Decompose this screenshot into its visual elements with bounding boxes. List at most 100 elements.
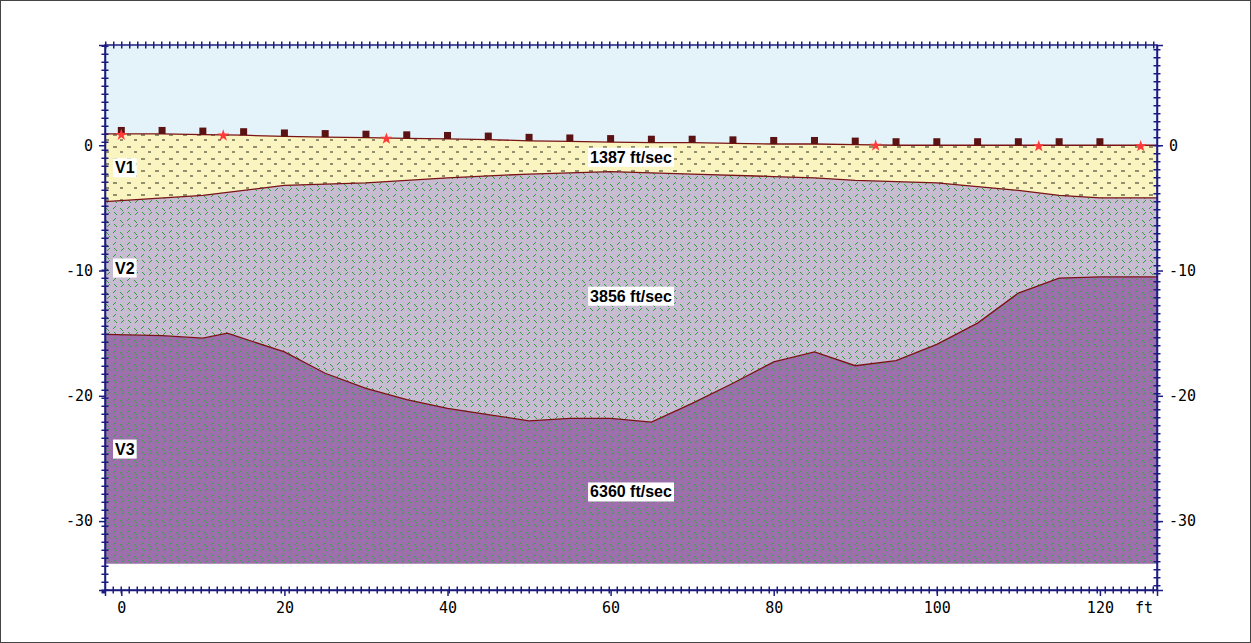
shot [870, 139, 882, 150]
tick: 0 [117, 590, 126, 617]
layer-name: V3 [115, 441, 135, 458]
geophone [526, 134, 533, 141]
axis-line [1158, 46, 1164, 591]
geophone [648, 136, 655, 143]
geophone [403, 131, 410, 138]
y-axis-left: -30 -20 -10 0 [66, 46, 106, 591]
chart-container: 0 20 40 60 80 100 120 -30 -20 -10 0 -30 -20 -10 0 ft V1 1… [0, 0, 1251, 643]
tick-label: -30 [1169, 512, 1196, 530]
geophone [852, 138, 859, 145]
tick-label: -10 [66, 262, 93, 280]
tick-mark [99, 145, 105, 147]
tick-label: -20 [66, 387, 93, 405]
geophone [689, 136, 696, 143]
tick: 120 [1087, 590, 1114, 617]
layer-fill [105, 277, 1157, 564]
geophone [729, 136, 736, 143]
geophone [240, 128, 247, 135]
tick-label: -10 [1169, 262, 1196, 280]
velocity-label: 1387 ft/sec [590, 149, 672, 166]
geophone [444, 132, 451, 139]
geophone [199, 128, 206, 135]
geophone [566, 134, 573, 141]
layer-name-group: V1 [113, 158, 137, 177]
figure-border [1, 1, 1251, 643]
tick-mark [937, 590, 939, 596]
shot [1033, 140, 1045, 151]
layer-name-bg [113, 158, 137, 177]
tick: -10 [1157, 262, 1196, 280]
tick-mark [1100, 590, 1102, 596]
tick: 80 [765, 590, 783, 617]
tick: 0 [84, 137, 105, 155]
labels: V1 1387 ft/sec V2 3856 ft/sec V3 6360 ft/sec [113, 148, 674, 502]
geophone [607, 135, 614, 142]
tick-label: 100 [924, 599, 951, 617]
geophone [1056, 138, 1063, 145]
geophone [933, 138, 940, 145]
tick-label: 0 [84, 137, 93, 155]
tick: -20 [1157, 387, 1196, 405]
geophone [974, 138, 981, 145]
tick-mark [99, 521, 105, 523]
tick: -10 [66, 262, 105, 280]
shot [115, 129, 127, 140]
tick-mark [610, 590, 612, 596]
tick-label: -20 [1169, 387, 1196, 405]
tick: 20 [276, 590, 294, 617]
shot [1135, 140, 1147, 151]
tick-mark [284, 590, 286, 596]
sky [105, 45, 1157, 145]
surface-line [105, 134, 1157, 145]
tick: -20 [66, 387, 105, 405]
x-axis-title: ft [1135, 599, 1153, 617]
shot [380, 132, 392, 143]
chart-svg: 0 20 40 60 80 100 120 -30 -20 -10 0 -30 -20 -10 0 ft V1 1… [0, 0, 1251, 643]
geophone [281, 129, 288, 136]
layer-name-bg [113, 259, 137, 278]
tick: -30 [1157, 512, 1196, 530]
frame-minor-ticks [105, 45, 1157, 590]
tick-mark [121, 590, 123, 596]
geophone [770, 137, 777, 144]
shot [217, 129, 229, 140]
tick-label: 60 [602, 599, 620, 617]
layer-name-bg [113, 440, 137, 459]
x-axis: 0 20 40 60 80 100 120 [106, 590, 1158, 617]
interface-line [105, 172, 1157, 202]
tick-label: 0 [1169, 137, 1178, 155]
tick-label: 20 [276, 599, 294, 617]
interface-line [105, 277, 1157, 422]
tick: -30 [66, 512, 105, 530]
tick-mark [1157, 521, 1163, 523]
tick-label: -30 [66, 512, 93, 530]
velocity-label-group: 3856 ft/sec [588, 287, 674, 306]
plot-area [105, 45, 1157, 564]
axis-line [106, 591, 1158, 597]
tick-label: 120 [1087, 599, 1114, 617]
plot-frame [105, 45, 1157, 590]
tick-label: 80 [765, 599, 783, 617]
geophone [893, 138, 900, 145]
layer-name-group: V2 [113, 259, 137, 278]
axis-line [99, 46, 106, 591]
tick: 100 [924, 590, 951, 617]
geophone [362, 131, 369, 138]
velocity-label-group: 6360 ft/sec [588, 482, 674, 501]
velocity-label-bg [588, 148, 674, 167]
geophone [1015, 138, 1022, 145]
geophone [1096, 138, 1103, 145]
layer-name: V1 [115, 159, 135, 176]
tick-mark [99, 396, 105, 398]
velocity-label-bg [588, 482, 674, 501]
y-axis-right: -30 -20 -10 0 [1157, 46, 1196, 591]
geophone [322, 130, 329, 137]
tick: 0 [1157, 137, 1178, 155]
velocity-label: 6360 ft/sec [590, 483, 672, 500]
velocity-label-group: 1387 ft/sec [588, 148, 674, 167]
layer-name-group: V3 [113, 440, 137, 459]
tick-label: 40 [439, 599, 457, 617]
tick-mark [1157, 396, 1163, 398]
tick: 40 [439, 590, 457, 617]
geophone [811, 137, 818, 144]
